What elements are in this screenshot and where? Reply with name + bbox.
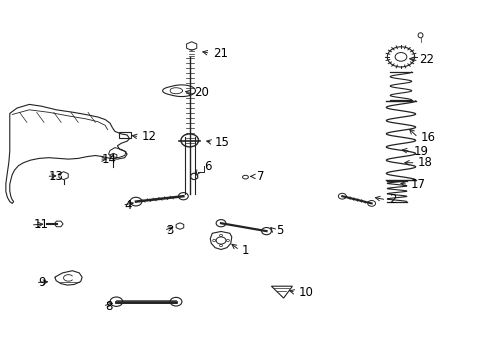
Text: 19: 19 (412, 145, 427, 158)
Text: 13: 13 (49, 170, 63, 183)
Text: 7: 7 (256, 170, 264, 183)
Text: 6: 6 (204, 160, 211, 173)
Text: 20: 20 (194, 86, 209, 99)
Text: 14: 14 (102, 153, 117, 166)
Text: 10: 10 (298, 286, 312, 299)
Text: 1: 1 (242, 244, 249, 257)
Text: 11: 11 (33, 219, 48, 231)
Text: 17: 17 (410, 178, 425, 191)
Text: 2: 2 (388, 193, 395, 206)
Text: 22: 22 (418, 53, 433, 66)
Text: 16: 16 (420, 131, 435, 144)
Text: 18: 18 (417, 156, 432, 169)
Text: 5: 5 (276, 224, 283, 237)
Text: 21: 21 (212, 47, 227, 60)
Text: 12: 12 (142, 130, 157, 143)
Text: 8: 8 (105, 300, 112, 312)
Text: 15: 15 (215, 136, 229, 149)
Text: 4: 4 (124, 199, 132, 212)
Text: 9: 9 (38, 276, 45, 289)
Text: 3: 3 (166, 224, 173, 237)
